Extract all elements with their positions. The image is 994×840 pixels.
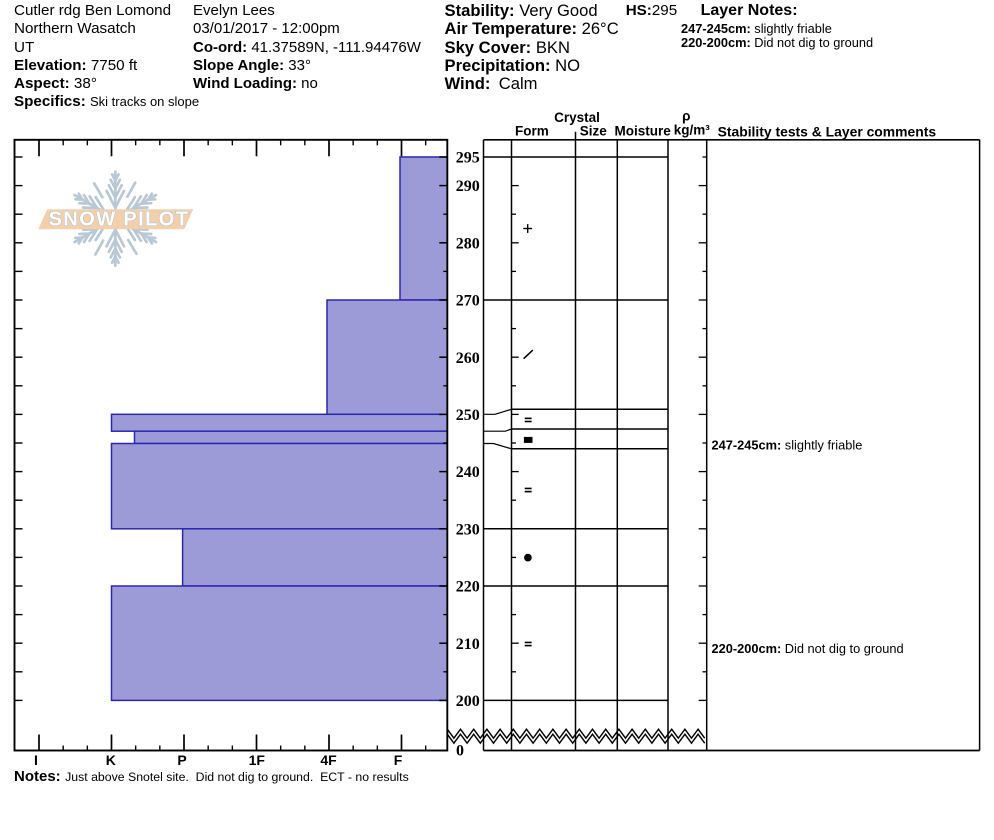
svg-text:Form: Form	[515, 123, 549, 138]
svg-text:260: 260	[456, 350, 480, 367]
svg-text:4F: 4F	[320, 752, 337, 768]
svg-text:200: 200	[456, 693, 480, 710]
svg-text:1F: 1F	[249, 752, 266, 768]
svg-text:250: 250	[456, 407, 480, 424]
svg-text:290: 290	[456, 178, 480, 195]
svg-text:K: K	[106, 752, 116, 768]
svg-text:Moisture: Moisture	[615, 123, 672, 138]
svg-text:220-200cm: Did not dig to grou: 220-200cm: Did not dig to ground	[712, 641, 904, 656]
svg-text:240: 240	[456, 464, 480, 481]
svg-text:210: 210	[456, 636, 480, 653]
svg-text:230: 230	[456, 521, 480, 538]
svg-text:P: P	[177, 752, 186, 768]
svg-text:kg/m³: kg/m³	[674, 123, 711, 138]
svg-text:F: F	[394, 752, 403, 768]
svg-text:0: 0	[456, 743, 464, 760]
svg-text:247-245cm: slightly friable: 247-245cm: slightly friable	[712, 437, 863, 452]
svg-text:ρ: ρ	[682, 109, 690, 124]
svg-text:SNOW PILOT: SNOW PILOT	[49, 209, 190, 231]
svg-text:295: 295	[456, 150, 480, 167]
svg-text:270: 270	[456, 293, 480, 310]
svg-text:Crystal: Crystal	[554, 110, 600, 125]
svg-text:Stability tests & Layer commen: Stability tests & Layer comments	[718, 124, 937, 140]
svg-text:280: 280	[456, 235, 480, 252]
svg-text:Size: Size	[580, 123, 608, 138]
svg-text:I: I	[34, 752, 38, 768]
svg-text:220: 220	[456, 579, 480, 596]
